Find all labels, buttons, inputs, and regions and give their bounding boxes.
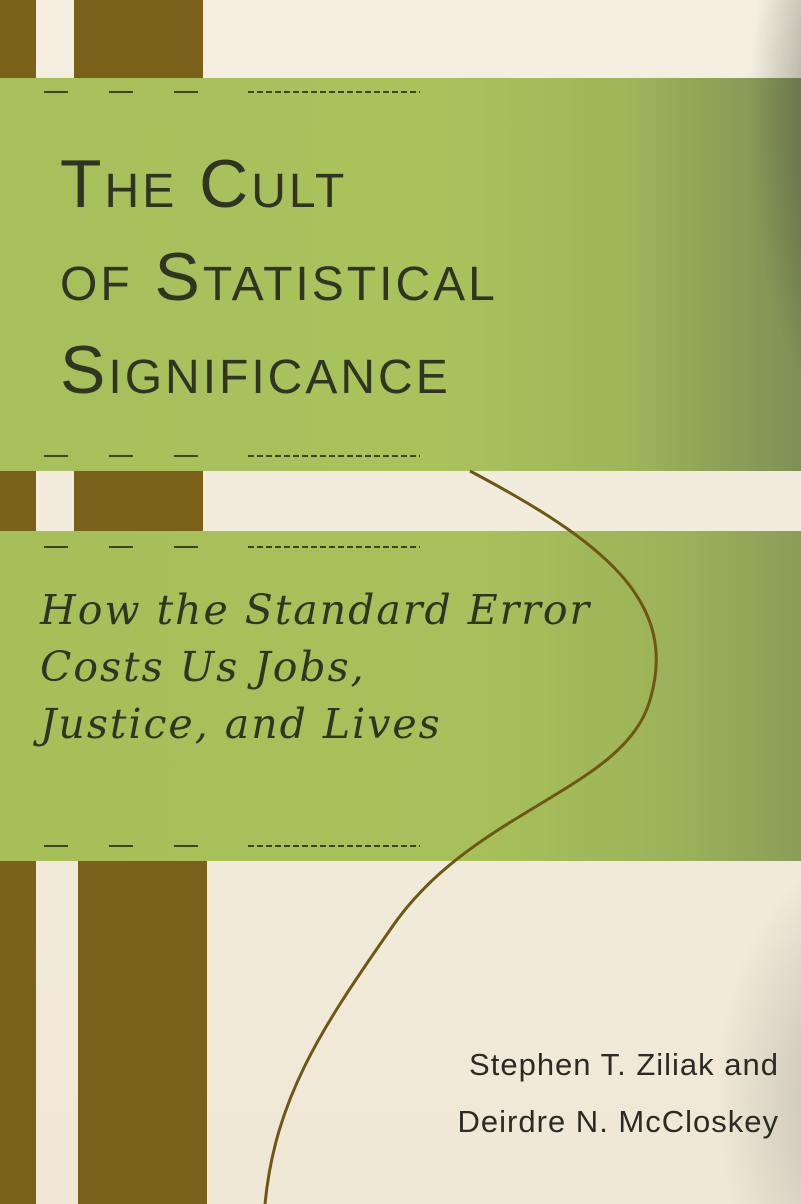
- title-line: The Cult: [60, 146, 348, 222]
- subtitle-line: Costs Us Jobs,: [40, 643, 366, 691]
- subtitle-line: Justice, and Lives: [40, 700, 442, 748]
- book-subtitle: How the Standard Error Costs Us Jobs, Ju…: [40, 582, 591, 753]
- title-line: of Statistical: [60, 239, 498, 315]
- author-line: Deirdre N. McCloskey: [457, 1104, 779, 1139]
- book-title: The Cult of Statistical Significance: [60, 138, 498, 417]
- author-line: Stephen T. Ziliak and: [469, 1047, 779, 1082]
- subtitle-line: How the Standard Error: [40, 586, 592, 634]
- title-line: Significance: [60, 332, 451, 408]
- book-authors: Stephen T. Ziliak and Deirdre N. McClosk…: [458, 1036, 779, 1150]
